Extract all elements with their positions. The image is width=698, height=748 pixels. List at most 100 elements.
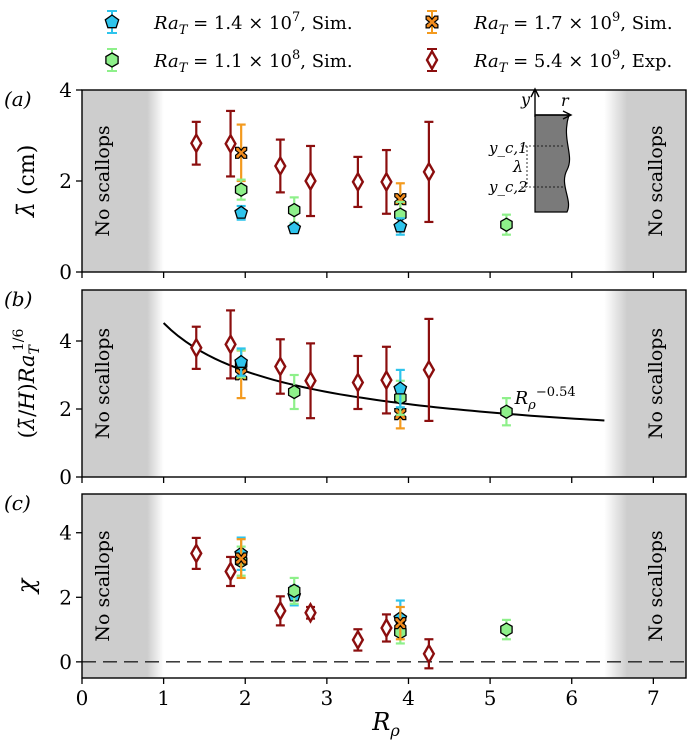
legend-entry: RaT = 1.1 × 108, Sim. bbox=[105, 48, 353, 76]
panel-label: (b) bbox=[4, 287, 32, 311]
data-point bbox=[393, 219, 408, 233]
legend-marker bbox=[105, 52, 119, 68]
legend-eq: = 5.4 × 10 bbox=[507, 51, 612, 72]
y-axis-label-ra: Ra bbox=[15, 354, 39, 384]
no-scallops-left: No scallops bbox=[92, 328, 114, 439]
y-axis-label-close: ) bbox=[15, 383, 39, 391]
panel-label: (c) bbox=[4, 491, 31, 515]
y-axis-label-exp: 1/6 bbox=[11, 328, 27, 351]
series bbox=[234, 204, 408, 236]
data-point bbox=[274, 355, 287, 378]
panel-label: (a) bbox=[4, 87, 32, 111]
legend-exp: 9 bbox=[612, 10, 620, 25]
legend-tail: , Sim. bbox=[620, 13, 672, 34]
data-point bbox=[422, 642, 436, 665]
legend-label: RaT = 1.1 × 108, Sim. bbox=[153, 48, 353, 76]
axes-frame bbox=[81, 493, 687, 679]
data-point bbox=[274, 599, 287, 622]
fit-label-exp: −0.54 bbox=[536, 385, 576, 400]
data-point bbox=[224, 333, 237, 356]
y-axis-label-lam: λ̄ bbox=[15, 417, 39, 431]
no-scallops-right: No scallops bbox=[645, 530, 667, 641]
axes-frame bbox=[81, 289, 687, 478]
data-point bbox=[304, 369, 317, 392]
data-point bbox=[500, 217, 513, 232]
data-point bbox=[287, 583, 301, 599]
legend-exp: 9 bbox=[612, 48, 620, 63]
data-point bbox=[304, 170, 317, 192]
shade-left bbox=[82, 90, 164, 272]
data-point bbox=[234, 182, 248, 197]
x-axis-label-sub: ρ bbox=[389, 721, 400, 740]
x-tick-label: 0 bbox=[76, 686, 89, 710]
y-tick-label: 0 bbox=[59, 465, 72, 489]
y-tick-label: 4 bbox=[59, 521, 72, 545]
data-point bbox=[287, 202, 301, 218]
legend-eq: = 1.7 × 10 bbox=[507, 13, 612, 34]
inset-yc1-label: y_c,1 bbox=[488, 139, 528, 157]
shade-right bbox=[604, 290, 686, 477]
legend-eq: = 1.4 × 10 bbox=[187, 13, 292, 34]
series bbox=[235, 349, 407, 430]
legend-label: RaT = 1.4 × 107, Sim. bbox=[153, 10, 353, 38]
data-point bbox=[274, 155, 287, 177]
y-axis-label-open: ( bbox=[15, 430, 39, 438]
legend-eq: = 1.1 × 10 bbox=[187, 51, 292, 72]
y-axis-label-h: H bbox=[15, 391, 39, 411]
legend-ra: Ra bbox=[473, 13, 499, 34]
inset-r-label: r bbox=[561, 91, 570, 110]
series bbox=[234, 536, 408, 638]
legend-entry: RaT = 5.4 × 109, Exp. bbox=[425, 48, 672, 76]
x-tick-label: 3 bbox=[320, 686, 333, 710]
no-scallops-right: No scallops bbox=[645, 125, 667, 236]
legend: RaT = 1.4 × 107, Sim. RaT = 1.7 × 109, Si… bbox=[104, 10, 673, 76]
legend-tail: , Sim. bbox=[300, 13, 352, 34]
data-point bbox=[380, 170, 393, 193]
inset-yc2-label: y_c,2 bbox=[488, 178, 528, 196]
legend-tail: , Exp. bbox=[620, 51, 672, 72]
y-tick-label: 4 bbox=[59, 329, 72, 353]
fit-label-base: R bbox=[514, 388, 529, 409]
shade-left bbox=[82, 494, 164, 678]
y-tick-label: 4 bbox=[59, 78, 72, 102]
data-point bbox=[304, 601, 317, 624]
legend-ra-sub: T bbox=[179, 61, 189, 76]
y-tick-label: 2 bbox=[59, 397, 72, 421]
data-point bbox=[190, 336, 203, 359]
inset-y-arrow bbox=[530, 87, 540, 98]
y-axis-label-unit: (cm) bbox=[15, 145, 40, 202]
data-point bbox=[393, 381, 408, 395]
x-tick-label: 6 bbox=[565, 686, 578, 710]
legend-exp: 7 bbox=[292, 10, 300, 25]
legend-ra: Ra bbox=[473, 51, 499, 72]
data-point bbox=[351, 371, 365, 394]
y-axis-label: λ̄ (cm) bbox=[12, 145, 40, 219]
legend-marker bbox=[104, 14, 120, 29]
legend-ra-sub: T bbox=[499, 23, 509, 38]
x-tick-label: 1 bbox=[157, 686, 170, 710]
shade-right bbox=[604, 90, 686, 272]
panel-b: No scallops No scallops Rρ−0.54 0 2 4 (b) (λ̄/H… bbox=[4, 287, 687, 489]
data-point bbox=[224, 560, 237, 583]
shade-right bbox=[604, 494, 686, 678]
data-point bbox=[380, 369, 393, 392]
fit-label-sub: ρ bbox=[527, 398, 536, 413]
legend-marker bbox=[425, 15, 439, 29]
series bbox=[234, 545, 513, 645]
data-point bbox=[394, 616, 407, 630]
data-point bbox=[224, 132, 237, 155]
inset-r-arrow bbox=[562, 110, 573, 120]
data-point bbox=[351, 628, 365, 651]
legend-ra-sub: T bbox=[179, 23, 189, 38]
panel-c: No scallops No scallops 0 2 4 0 1 2 3 4 5 6 7 (c) χ bbox=[4, 491, 687, 710]
legend-entry: RaT = 1.7 × 109, Sim. bbox=[425, 10, 673, 38]
data-point bbox=[422, 160, 436, 183]
no-scallops-left: No scallops bbox=[92, 530, 114, 641]
y-tick-label: 2 bbox=[59, 169, 72, 193]
data-point bbox=[287, 384, 301, 400]
legend-entry: RaT = 1.4 × 107, Sim. bbox=[104, 10, 353, 38]
inset-schematic: y r y_c,1 y_c,2 λ bbox=[488, 87, 573, 213]
data-point bbox=[234, 205, 249, 219]
inset-body bbox=[534, 114, 571, 213]
